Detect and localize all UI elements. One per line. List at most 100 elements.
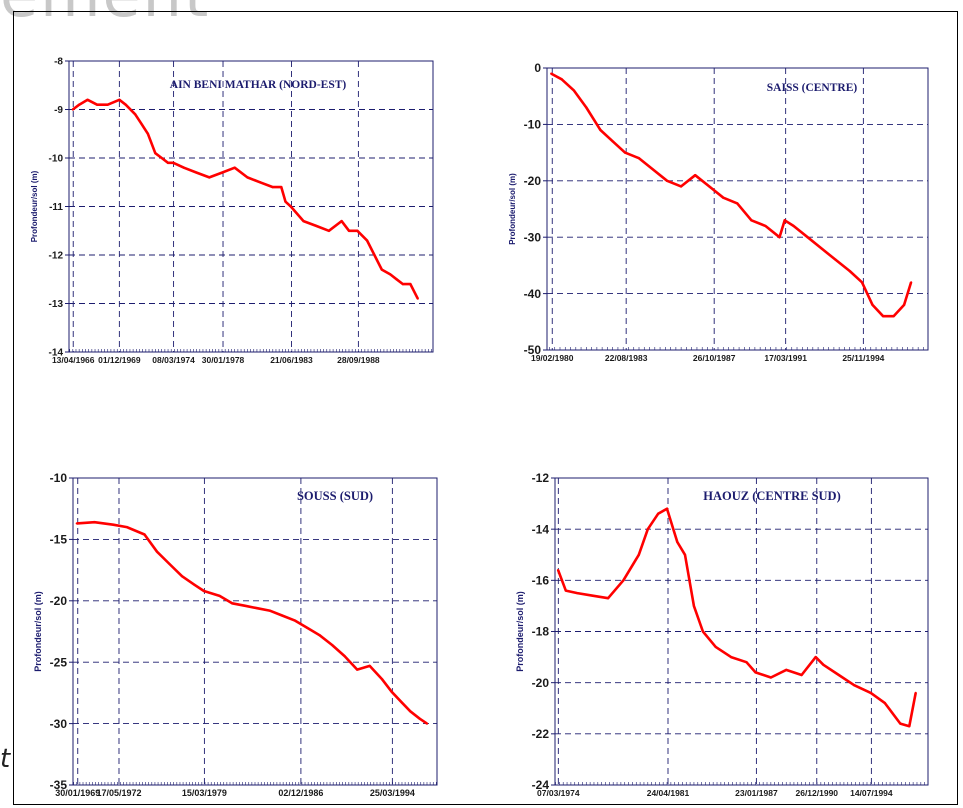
x-tick-label: 26/12/1990 [795,788,838,798]
x-tick-label: 23/01/1987 [735,788,778,798]
data-point [75,522,78,525]
data-point [714,645,717,648]
data-point [202,589,206,593]
chart-title: SAISS (CENTRE) [767,82,858,94]
data-point [783,219,786,222]
data-point [281,614,284,617]
data-point [556,569,560,572]
data-point [785,668,788,671]
y-tick-label: -10 [524,118,542,132]
minor-ticks [555,782,925,785]
data-point [908,725,911,728]
x-tick-label: 25/03/1994 [370,788,415,798]
x-tick-label: 15/03/1979 [182,788,227,798]
data-point [284,200,287,203]
y-tick-label: -8 [54,57,63,68]
data-point [692,604,696,608]
x-tick-label: 26/10/1987 [693,353,736,363]
data-point [425,722,429,725]
data-point [560,78,563,81]
data-point [637,553,640,556]
data-point [764,224,767,228]
x-tick-label: 14/07/1994 [850,788,893,798]
data-point [155,550,159,553]
y-tick-label: -16 [532,574,550,588]
data-point [331,643,334,647]
data-point [623,151,627,154]
data-point [409,283,412,286]
data-point [676,540,679,544]
data-point [622,579,625,582]
data-point [168,562,171,566]
data-point [745,661,748,664]
data-point [255,607,259,610]
data-point [800,673,803,677]
data-point [193,583,196,586]
y-tick-label: -24 [532,778,550,792]
y-tick-label: -14 [49,348,64,359]
data-point [892,315,895,318]
data-point [680,185,683,188]
data-point [806,236,809,239]
data-point [814,655,817,659]
y-tick-label: -12 [49,251,64,262]
data-point [834,258,837,261]
data-point [220,171,224,174]
data-point [347,229,351,232]
data-point [78,103,81,106]
x-tick-label: 30/01/1969 [55,788,100,798]
data-point [195,171,198,174]
data-point [694,174,697,177]
data-point [637,157,641,160]
data-point [134,113,137,116]
data-point [708,185,711,188]
y-tick-label: -14 [532,522,550,536]
y-tick-label: -25 [50,655,68,669]
data-point [246,176,249,179]
chart-title: HAOUZ (CENTRE SUD) [703,489,841,503]
series-line [550,72,913,318]
series-line [72,98,419,300]
data-point [754,671,757,674]
data-point [318,634,321,637]
figure-frame [13,11,958,805]
y-tick-label: -20 [532,676,550,690]
series-line [556,507,917,728]
data-point [280,186,283,189]
data-point [302,219,305,223]
data-point [401,283,405,286]
y-tick-label: -10 [50,471,68,485]
data-point [230,602,234,605]
y-tick-label: -15 [50,533,68,547]
data-point [118,98,121,101]
minor-ticks [549,347,924,350]
y-axis-label: Profondeur/sol (m) [30,170,39,242]
data-point [343,654,346,658]
x-tick-label: 01/12/1969 [98,355,141,365]
data-point [585,106,588,109]
y-tick-label: -30 [524,230,542,244]
data-point [416,297,419,300]
data-point [881,315,885,318]
minor-ticks [69,349,432,352]
data-point [327,229,330,232]
data-point [572,89,576,92]
series-points [550,72,913,318]
x-tick-label: 13/04/1966 [52,355,95,365]
data-point [160,156,163,160]
data-point [71,108,74,111]
data-point [125,526,128,529]
data-point [853,684,856,687]
series-line [76,520,428,725]
data-point [591,594,594,597]
data-point [606,597,610,600]
data-point [293,619,296,622]
data-point [611,140,614,143]
x-tick-label: 22/08/1983 [605,353,648,363]
data-point [576,592,579,595]
data-point [259,181,262,184]
y-tick-label: 0 [534,61,541,75]
data-point [315,224,318,227]
